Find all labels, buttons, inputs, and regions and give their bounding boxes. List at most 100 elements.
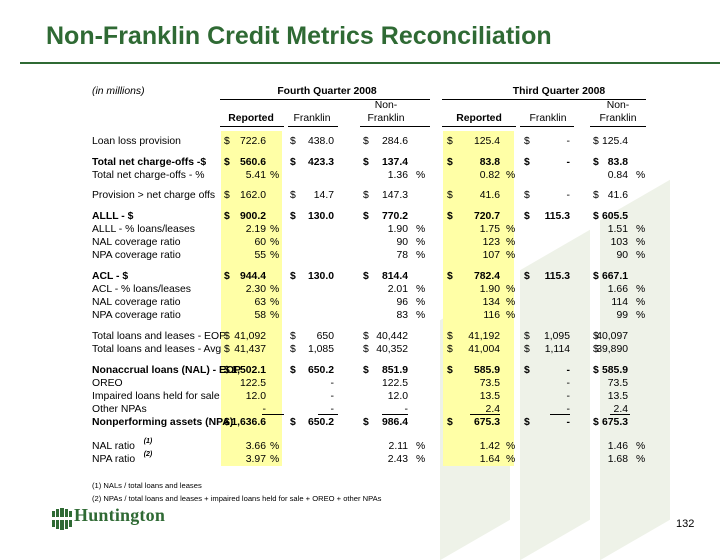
currency-symbol: $	[290, 271, 296, 282]
table-cell: 2.11	[388, 441, 408, 452]
q4-reported-highlight	[221, 131, 282, 466]
row-label: ALLL - $	[92, 211, 134, 222]
percent-sign: %	[506, 224, 516, 235]
table-cell: 667.1	[601, 271, 628, 282]
table-cell: 650.2	[307, 417, 334, 428]
currency-symbol: $	[447, 271, 453, 282]
row-label: Total net charge-offs - %	[92, 170, 205, 181]
currency-symbol: $	[524, 365, 530, 376]
percent-sign: %	[636, 237, 646, 248]
currency-symbol: $	[447, 331, 453, 342]
table-cell: 96	[396, 297, 408, 308]
percent-sign: %	[506, 237, 516, 248]
currency-symbol: $	[363, 331, 369, 342]
table-cell: 83.8	[479, 157, 500, 168]
table-cell: -	[566, 190, 570, 201]
table-cell: 2.30	[245, 284, 266, 295]
percent-sign: %	[416, 441, 426, 452]
currency-symbol: $	[593, 190, 599, 201]
table-cell: -	[330, 404, 334, 415]
table-cell: 83.8	[607, 157, 628, 168]
percent-sign: %	[506, 170, 516, 181]
col-header-q3-franklin: Franklin	[529, 113, 567, 124]
header-underline	[220, 126, 284, 127]
units-label: (in millions)	[92, 86, 145, 97]
percent-sign: %	[506, 297, 516, 308]
currency-symbol: $	[224, 344, 230, 355]
period-header-q4: Fourth Quarter 2008	[277, 86, 377, 97]
row-label: OREO	[92, 378, 123, 389]
table-cell: 12.0	[387, 391, 408, 402]
table-cell: 130.0	[307, 271, 334, 282]
table-cell: 114	[611, 297, 628, 308]
table-cell: 90	[616, 250, 628, 261]
currency-symbol: $	[524, 417, 530, 428]
percent-sign: %	[270, 297, 280, 308]
table-cell: 0.82	[479, 170, 500, 181]
row-label: ALLL - % loans/leases	[92, 224, 196, 235]
percent-sign: %	[636, 441, 646, 452]
table-cell: 1,502.1	[231, 365, 266, 376]
currency-symbol: $	[224, 190, 230, 201]
percent-sign: %	[636, 170, 646, 181]
table-cell: 5.41	[245, 170, 266, 181]
header-underline	[520, 126, 574, 127]
table-cell: 125.4	[473, 136, 500, 147]
row-label: NPA ratio	[92, 454, 136, 465]
percent-sign: %	[270, 170, 280, 181]
table-cell: -	[566, 417, 570, 428]
row-label: Nonaccrual loans (NAL) - EOP	[92, 365, 241, 376]
row-label: NAL coverage ratio	[92, 297, 181, 308]
table-cell: 41,192	[468, 331, 500, 342]
col-header-q4-nonfranklin-1: Non-	[374, 100, 398, 111]
table-cell: 115.3	[544, 271, 570, 282]
percent-sign: %	[636, 454, 646, 465]
huntington-logo-text: Huntington	[74, 505, 166, 525]
subtotal-underline	[550, 414, 570, 415]
table-cell: -	[566, 365, 570, 376]
table-cell: 1.66	[607, 284, 628, 295]
percent-sign: %	[416, 237, 426, 248]
currency-symbol: $	[593, 211, 599, 222]
percent-sign: %	[270, 310, 280, 321]
table-cell: 122.5	[239, 378, 266, 389]
table-cell: 770.2	[381, 211, 408, 222]
table-cell: -	[330, 378, 334, 389]
currency-symbol: $	[593, 365, 599, 376]
table-cell: 130.0	[307, 211, 334, 222]
table-cell: 115.3	[544, 211, 570, 222]
header-underline	[590, 126, 646, 127]
header-underline	[442, 126, 516, 127]
row-label: Total loans and leases - Avg	[92, 344, 222, 355]
table-cell: 41.6	[607, 190, 628, 201]
table-cell: 125.4	[601, 136, 628, 147]
percent-sign: %	[416, 297, 426, 308]
header-underline	[288, 126, 338, 127]
col-header-q3-nonfranklin-2: Franklin	[599, 113, 637, 124]
currency-symbol: $	[224, 211, 230, 222]
currency-symbol: $	[363, 136, 369, 147]
percent-sign: %	[636, 310, 646, 321]
footnote-marker: (1)	[143, 438, 153, 445]
table-cell: 73.5	[479, 378, 500, 389]
currency-symbol: $	[447, 190, 453, 201]
percent-sign: %	[416, 284, 426, 295]
table-cell: 12.0	[245, 391, 266, 402]
table-cell: 675.3	[473, 417, 500, 428]
col-header-q4-nonfranklin-2: Franklin	[367, 113, 405, 124]
table-cell: 60	[254, 237, 266, 248]
currency-symbol: $	[524, 331, 530, 342]
table-cell: -	[566, 378, 570, 389]
table-cell: 13.5	[607, 391, 628, 402]
table-cell: 675.3	[601, 417, 628, 428]
table-cell: 41.6	[479, 190, 500, 201]
footnote-1: (1) NALs / total loans and leases	[92, 481, 202, 490]
table-cell: 722.6	[239, 136, 266, 147]
table-cell: 103	[610, 237, 628, 248]
currency-symbol: $	[447, 365, 453, 376]
subtotal-underline	[610, 414, 630, 415]
table-cell: 3.66	[245, 441, 266, 452]
table-cell: 720.7	[473, 211, 500, 222]
table-cell: 1.46	[607, 441, 628, 452]
row-label: Loan loss provision	[92, 136, 181, 147]
